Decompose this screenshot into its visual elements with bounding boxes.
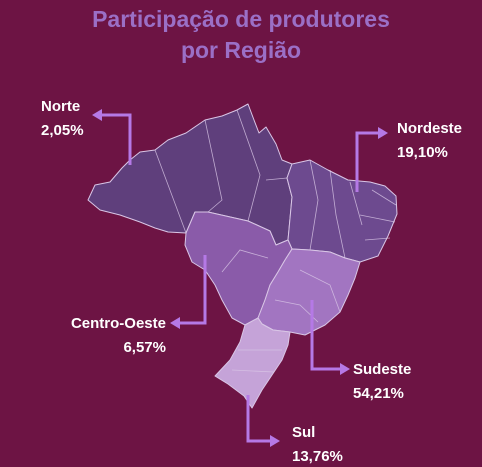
value-nordeste: 19,10% [397, 144, 448, 161]
callout-arrowheads [92, 109, 388, 447]
label-norte: Norte [41, 98, 80, 115]
region-sul [214, 317, 291, 409]
callout-norte [96, 113, 132, 165]
value-norte: 2,05% [41, 122, 84, 139]
label-sudeste: Sudeste [353, 361, 411, 378]
arrow-nordeste [378, 127, 388, 139]
value-sul: 13,76% [292, 448, 343, 465]
arrow-norte [92, 109, 102, 121]
label-centro-oeste: Centro-Oeste [71, 315, 166, 332]
value-sudeste: 54,21% [353, 385, 404, 402]
label-sul: Sul [292, 424, 315, 441]
chart-title-line-1: Participação de produtores [92, 6, 390, 32]
value-centro-oeste: 6,57% [123, 339, 166, 356]
callout-nordeste [355, 131, 380, 192]
callout-centro-oeste [176, 255, 207, 325]
region-nordeste [286, 159, 398, 263]
chart-title-line-2: por Região [180, 37, 302, 63]
label-nordeste: Nordeste [397, 120, 462, 137]
arrow-centro-oeste [170, 317, 180, 329]
callout-sudeste [310, 300, 342, 371]
callout-sul [246, 395, 272, 443]
chart-title: Participação de produtores por Região [0, 4, 482, 66]
arrow-sudeste [340, 363, 350, 375]
callout-lines [96, 113, 380, 443]
arrow-sul [270, 435, 280, 447]
